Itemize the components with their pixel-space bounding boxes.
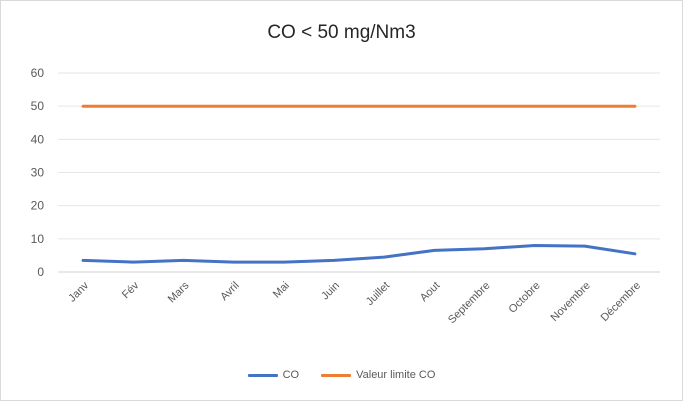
x-tick-label: Aout bbox=[418, 280, 442, 304]
y-tick-label: 60 bbox=[31, 66, 45, 80]
x-tick-label: Fév bbox=[120, 279, 142, 301]
x-tick-label: Septembre bbox=[446, 280, 493, 327]
legend: CO Valeur limite CO bbox=[0, 369, 683, 381]
x-tick-label: Avril bbox=[218, 280, 241, 303]
legend-label-co: CO bbox=[282, 369, 300, 381]
y-tick-label: 20 bbox=[31, 199, 45, 213]
x-tick-label: Juin bbox=[319, 280, 342, 303]
x-tick-label: Mai bbox=[271, 280, 292, 301]
series-lines bbox=[81, 104, 637, 264]
y-tick-label: 10 bbox=[31, 232, 45, 246]
series-line-co bbox=[81, 244, 637, 264]
legend-swatch-limit bbox=[321, 373, 352, 377]
x-tick-label: Juillet bbox=[364, 280, 392, 308]
legend-label-limit: Valeur limite CO bbox=[356, 369, 436, 381]
x-tick-label: Décembre bbox=[599, 280, 643, 324]
y-tick-label: 0 bbox=[37, 265, 44, 279]
y-tick-label: 50 bbox=[31, 99, 45, 113]
x-tick-label: Mars bbox=[166, 279, 192, 305]
x-axis-ticks: Janv Fév Mars Avril Mai Juin Juillet Aout Septem… bbox=[66, 279, 643, 326]
x-tick-label: Janv bbox=[66, 279, 91, 304]
y-tick-label: 30 bbox=[31, 166, 45, 180]
x-tick-label: Novembre bbox=[549, 280, 593, 324]
y-tick-label: 40 bbox=[31, 132, 45, 146]
legend-item-limit: Valeur limite CO bbox=[321, 369, 435, 381]
chart-title: CO < 50 mg/Nm3 bbox=[267, 22, 416, 43]
grid-lines bbox=[58, 72, 660, 273]
legend-swatch-co bbox=[247, 373, 278, 377]
x-tick-label: Octobre bbox=[507, 280, 543, 316]
legend-item-co: CO bbox=[247, 369, 300, 381]
y-axis-ticks: 0 10 20 30 40 50 60 bbox=[31, 66, 45, 279]
